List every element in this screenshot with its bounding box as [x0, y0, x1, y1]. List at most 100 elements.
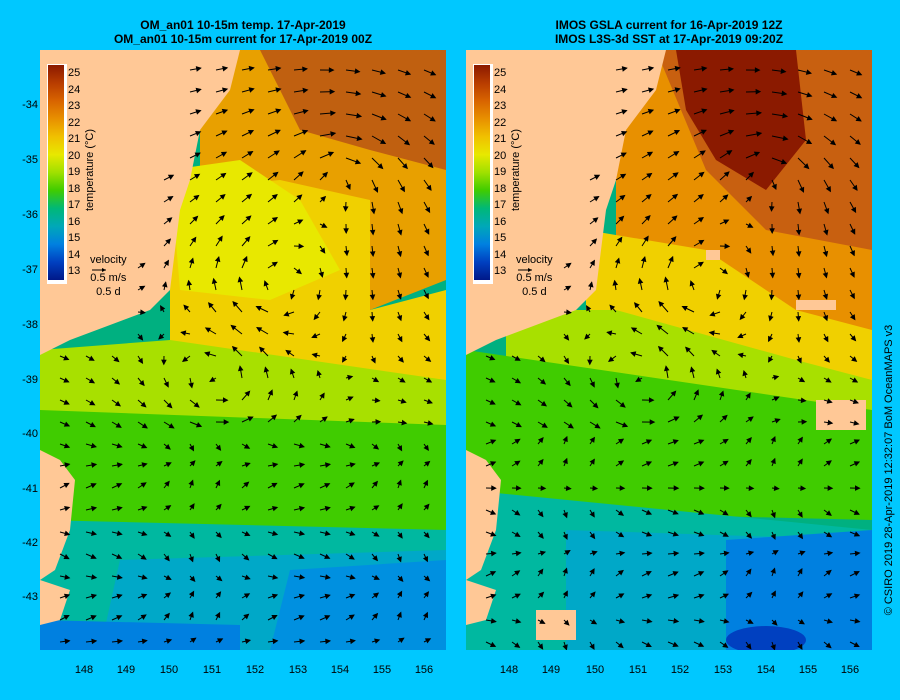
velocity-arrowhead	[140, 482, 147, 488]
velocity-arrowhead	[539, 550, 547, 556]
velocity-arrowhead	[428, 139, 435, 145]
velocity-arrowhead	[349, 462, 356, 468]
velocity-arrowhead	[647, 130, 654, 136]
velocity-arrowhead	[320, 195, 327, 202]
velocity-arrowhead	[612, 279, 619, 286]
data-gaps	[536, 250, 866, 640]
velocity-arrowhead	[164, 555, 170, 562]
velocity-arrowhead	[489, 377, 496, 383]
velocity-arrowhead	[800, 485, 807, 491]
colorbar-tick: 19	[68, 166, 81, 178]
velocity-arrowhead	[230, 324, 237, 331]
velocity-arrowhead	[724, 243, 731, 249]
velocity-arrowhead	[637, 277, 644, 284]
velocity-arrowhead	[423, 250, 429, 257]
velocity-arrowhead	[63, 482, 70, 488]
colorbar-tick: 25	[68, 67, 81, 79]
velocity-arrowhead	[770, 435, 776, 443]
velocity-arrowhead	[190, 236, 197, 243]
velocity-arrowhead	[244, 530, 251, 537]
velocity-arrowhead	[514, 438, 521, 445]
velocity-arrowhead	[672, 531, 679, 537]
velocity-arrowhead	[646, 593, 653, 599]
velocity-arrowhead	[370, 357, 376, 364]
velocity-arrowhead	[137, 357, 144, 365]
velocity-arrowhead	[426, 398, 433, 404]
velocity-arrowhead	[797, 533, 804, 540]
x-tick-label: 153	[288, 664, 308, 676]
velocity-arrowhead	[592, 485, 599, 491]
velocity-arrowhead	[756, 110, 763, 116]
velocity-arrowhead	[330, 110, 337, 116]
velocity-arrowhead	[215, 555, 221, 563]
velocity-arrowhead	[727, 129, 735, 135]
velocity-arrowhead	[271, 482, 278, 488]
velocity-arrowhead	[797, 436, 803, 443]
velocity-arrowhead	[141, 462, 148, 468]
velocity-arrowhead	[593, 196, 600, 202]
velocity-arrowhead	[689, 280, 695, 287]
velocity-arrowhead	[854, 618, 861, 624]
x-tick-label: 155	[372, 664, 392, 676]
velocity-arrowhead	[746, 195, 753, 202]
velocity-arrowhead	[722, 531, 729, 537]
velocity-arrowhead	[621, 422, 629, 428]
velocity-arrowhead	[700, 129, 707, 135]
velocity-arrowhead	[216, 638, 224, 644]
velocity-arrowhead	[773, 396, 780, 402]
velocity-arrowhead	[630, 327, 638, 333]
velocity-arrowhead	[728, 66, 735, 73]
velocity-arrowhead	[139, 285, 146, 291]
velocity-arrowhead	[426, 184, 432, 191]
colorbar	[47, 64, 67, 284]
velocity-arrowhead	[425, 377, 433, 383]
velocity-arrowhead	[342, 335, 348, 343]
velocity-arrowhead	[283, 311, 290, 317]
velocity-arrowhead	[165, 505, 172, 511]
velocity-arrowhead	[244, 462, 251, 468]
velocity-arrowhead	[797, 568, 803, 575]
credit-text: © CSIRO 2019 28-Apr-2019 12:32:07 BoM Oc…	[883, 324, 895, 616]
velocity-arrowhead	[537, 511, 544, 518]
velocity-arrowhead	[237, 365, 244, 372]
velocity-arrowhead	[375, 419, 382, 425]
velocity-arrowhead	[117, 638, 124, 645]
velocity-arrowhead	[565, 485, 572, 492]
velocity-arrowhead	[823, 335, 829, 343]
velocity-arrowhead	[668, 255, 674, 263]
velocity-arrowhead	[722, 194, 729, 201]
velocity-arrowhead	[672, 641, 679, 647]
colorbar-tick: 20	[68, 149, 81, 162]
velocity-arrowhead	[218, 214, 225, 222]
velocity-arrowhead	[330, 131, 337, 137]
velocity-arrowhead	[379, 69, 386, 75]
velocity-arrowhead	[853, 571, 860, 577]
velocity-arrowhead	[658, 300, 665, 307]
velocity-arrowhead	[672, 509, 679, 515]
velocity-arrowhead	[618, 531, 625, 538]
velocity-arrowhead	[299, 530, 306, 536]
velocity-arrowhead	[380, 115, 387, 121]
velocity-arrowhead	[324, 593, 331, 600]
y-tick-label: -42	[22, 537, 38, 549]
velocity-arrowhead	[795, 251, 802, 257]
velocity-arrowhead	[397, 460, 404, 467]
velocity-arrowhead	[640, 256, 647, 263]
velocity-arrowhead	[289, 293, 296, 300]
x-tick-label: 149	[541, 664, 561, 676]
velocity-arrowhead	[562, 512, 568, 519]
velocity-arrowhead	[540, 378, 547, 385]
velocity-arrowhead	[354, 68, 361, 74]
velocity-arrowhead	[593, 174, 601, 180]
velocity-arrowhead	[854, 550, 861, 557]
velocity-arrowhead	[537, 458, 544, 466]
velocity-arrowhead	[849, 271, 855, 278]
velocity-arrowhead	[537, 568, 544, 575]
velocity-arrowhead	[140, 554, 147, 560]
velocity-arrowhead	[645, 509, 653, 515]
velocity-arrowhead	[244, 390, 251, 397]
velocity-arrowhead	[768, 356, 774, 363]
velocity-arrowhead	[663, 365, 670, 372]
velocity-arrowhead	[272, 638, 279, 645]
velocity-arrowhead	[298, 442, 305, 449]
